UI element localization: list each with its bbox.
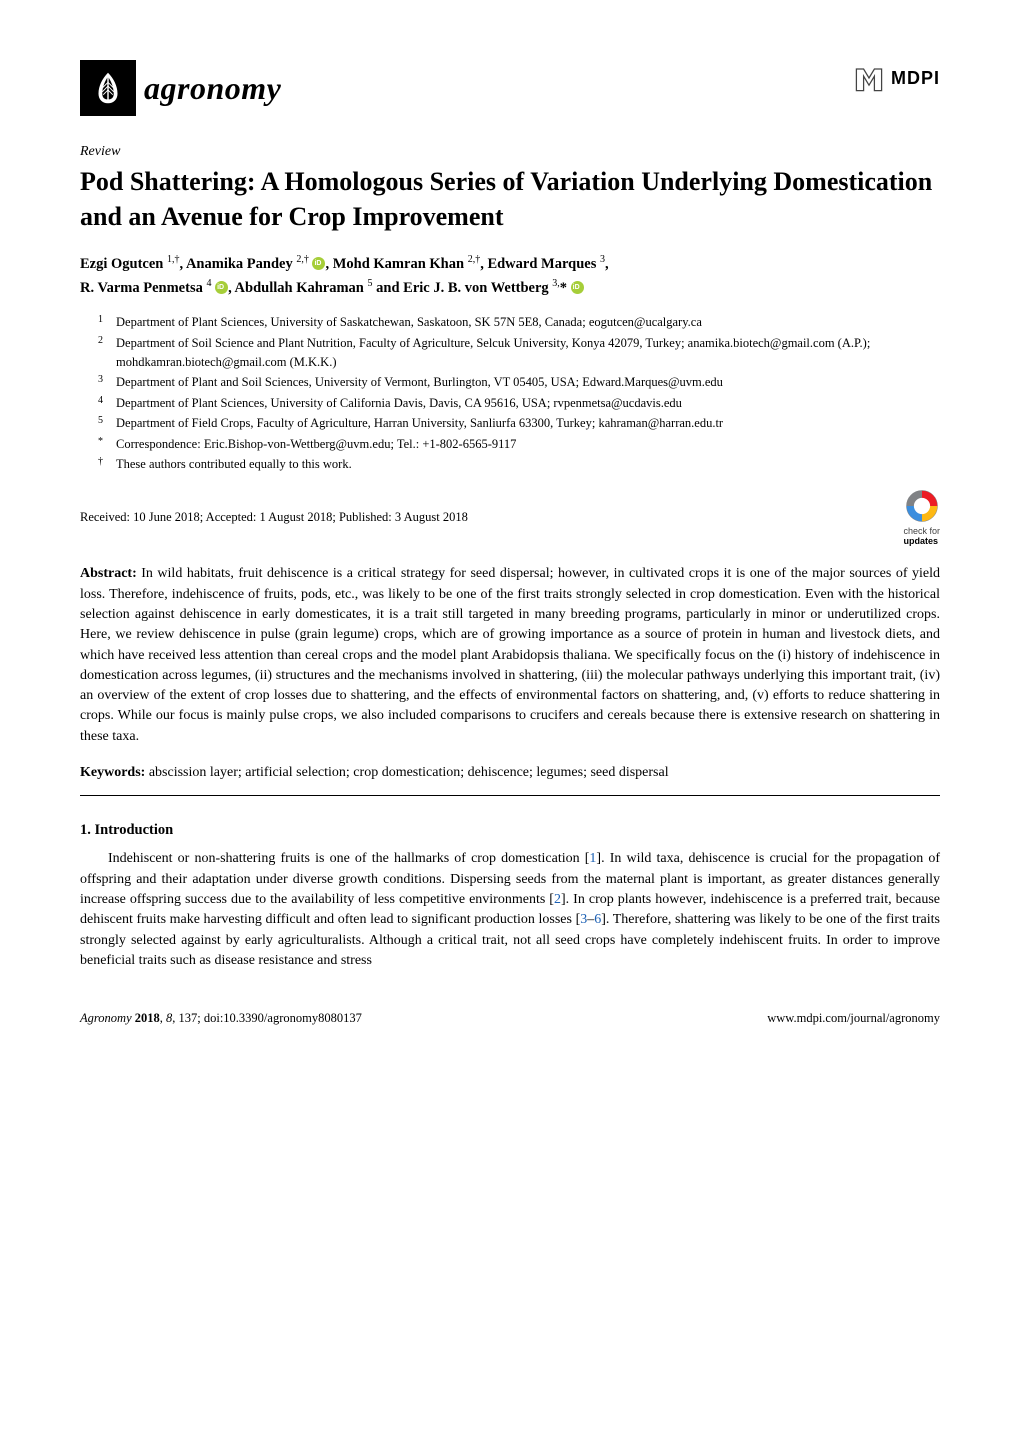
corresponding-star: * <box>560 280 567 296</box>
footer-citation: Agronomy 2018, 8, 137; doi:10.3390/agron… <box>80 1011 362 1026</box>
author-5-sup: 4 <box>206 278 211 289</box>
separator <box>80 795 940 796</box>
affil-num: 1 <box>98 312 116 331</box>
keywords-label: Keywords: <box>80 765 145 780</box>
affil-text: Department of Plant and Soil Sciences, U… <box>116 373 940 392</box>
publisher-name: MDPI <box>891 68 940 89</box>
affil-num: * <box>98 434 116 453</box>
keywords: Keywords: abscission layer; artificial s… <box>80 763 940 783</box>
abstract-label: Abstract: <box>80 566 137 581</box>
affil-num: 2 <box>98 333 116 372</box>
check-updates-top: check for <box>903 526 940 536</box>
keywords-text: abscission layer; artificial selection; … <box>145 765 668 780</box>
footer-url: www.mdpi.com/journal/agronomy <box>767 1011 940 1026</box>
section-heading: 1. Introduction <box>80 822 940 839</box>
crossmark-icon <box>904 488 940 524</box>
check-updates-bottom: updates <box>903 536 938 546</box>
author-1-sup: 1,† <box>167 254 180 265</box>
affil-num: 4 <box>98 393 116 412</box>
author-7-sup: 3, <box>552 278 560 289</box>
affil-text: Correspondence: Eric.Bishop-von-Wettberg… <box>116 435 940 454</box>
header: agronomy MDPI <box>80 60 940 116</box>
author-3: , Mohd Kamran Khan <box>325 256 467 272</box>
affil-text: Department of Plant Sciences, University… <box>116 313 940 332</box>
article-title: Pod Shattering: A Homologous Series of V… <box>80 164 940 234</box>
affiliations: 1Department of Plant Sciences, Universit… <box>98 313 940 474</box>
check-updates-label: check forupdates <box>903 526 940 546</box>
affil-text: Department of Plant Sciences, University… <box>116 394 940 413</box>
affiliation-row: †These authors contributed equally to th… <box>98 455 940 474</box>
author-3-sup: 2,† <box>468 254 481 265</box>
orcid-icon <box>571 281 584 294</box>
body-text: Indehiscent or non-shattering fruits is … <box>108 851 589 866</box>
affil-num: † <box>98 454 116 473</box>
mdpi-icon <box>851 60 887 96</box>
journal-logo: agronomy <box>80 60 281 116</box>
affil-text: Department of Field Crops, Faculty of Ag… <box>116 414 940 433</box>
affil-text: Department of Soil Science and Plant Nut… <box>116 334 940 373</box>
authors: Ezgi Ogutcen 1,†, Anamika Pandey 2,† , M… <box>80 252 940 299</box>
author-2-sup: 2,† <box>296 254 309 265</box>
footer: Agronomy 2018, 8, 137; doi:10.3390/agron… <box>80 1011 940 1026</box>
affiliation-row: 5Department of Field Crops, Faculty of A… <box>98 414 940 433</box>
check-for-updates[interactable]: check forupdates <box>903 488 940 546</box>
affil-num: 3 <box>98 372 116 391</box>
affiliation-row: 4Department of Plant Sciences, Universit… <box>98 394 940 413</box>
author-4: , Edward Marques <box>480 256 600 272</box>
agronomy-icon <box>80 60 136 116</box>
abstract: Abstract: In wild habitats, fruit dehisc… <box>80 564 940 747</box>
affiliation-row: 1Department of Plant Sciences, Universit… <box>98 313 940 332</box>
affil-num: 5 <box>98 413 116 432</box>
citation-ref[interactable]: 2 <box>554 892 561 907</box>
author-6: , Abdullah Kahraman <box>228 280 367 296</box>
abstract-text: In wild habitats, fruit dehiscence is a … <box>80 566 940 743</box>
dates-row: Received: 10 June 2018; Accepted: 1 Augu… <box>80 488 940 546</box>
mdpi-logo: MDPI <box>851 60 940 96</box>
affil-text: These authors contributed equally to thi… <box>116 455 940 474</box>
article-type: Review <box>80 144 940 160</box>
journal-name: agronomy <box>144 70 281 107</box>
orcid-icon <box>215 281 228 294</box>
body-paragraph: Indehiscent or non-shattering fruits is … <box>80 849 940 971</box>
affiliation-row: 3Department of Plant and Soil Sciences, … <box>98 373 940 392</box>
author-7: and Eric J. B. von Wettberg <box>373 280 553 296</box>
affiliation-row: 2Department of Soil Science and Plant Nu… <box>98 334 940 373</box>
author-1: Ezgi Ogutcen <box>80 256 167 272</box>
publication-dates: Received: 10 June 2018; Accepted: 1 Augu… <box>80 510 468 525</box>
author-5: R. Varma Penmetsa <box>80 280 206 296</box>
orcid-icon <box>312 257 325 270</box>
authors-sep: , <box>605 256 609 272</box>
affiliation-row: *Correspondence: Eric.Bishop-von-Wettber… <box>98 435 940 454</box>
author-2: , Anamika Pandey <box>180 256 297 272</box>
